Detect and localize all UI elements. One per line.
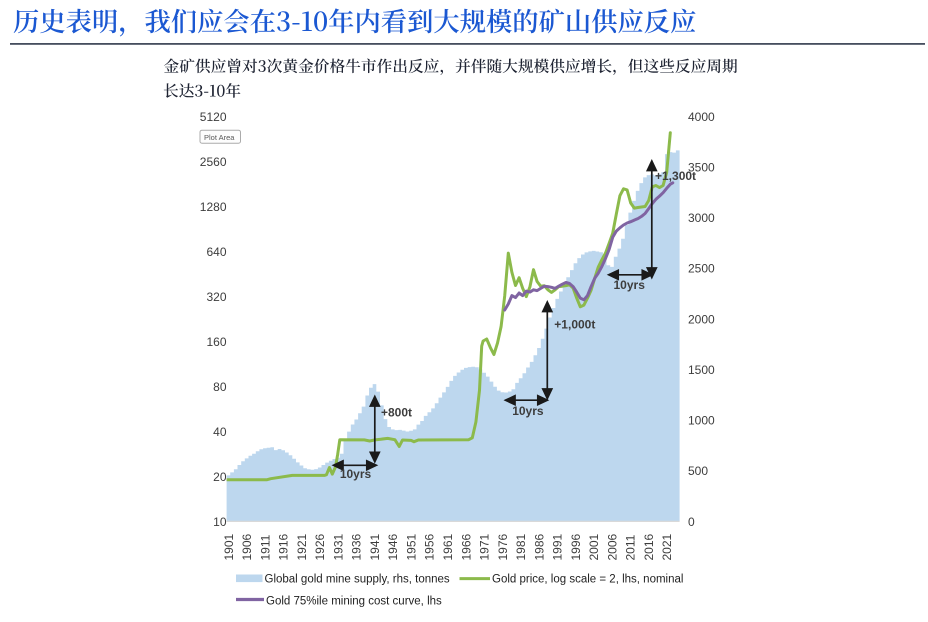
svg-text:Gold 75%ile mining cost curve,: Gold 75%ile mining cost curve, lhs [266,595,442,607]
svg-text:2000: 2000 [688,312,715,326]
svg-text:2011: 2011 [624,534,638,560]
svg-text:1500: 1500 [688,363,715,377]
svg-text:1956: 1956 [423,533,437,560]
svg-text:160: 160 [206,335,226,349]
svg-text:1946: 1946 [386,533,400,560]
svg-text:10: 10 [213,515,227,529]
svg-text:1976: 1976 [496,533,510,560]
svg-text:1931: 1931 [331,533,345,560]
svg-text:1941: 1941 [368,533,382,560]
svg-text:1951: 1951 [405,533,419,560]
svg-text:1981: 1981 [514,533,528,560]
svg-text:1971: 1971 [478,533,492,560]
svg-text:10yrs: 10yrs [340,467,372,481]
svg-text:1996: 1996 [569,533,583,560]
svg-text:1901: 1901 [222,533,236,560]
svg-text:2016: 2016 [642,533,656,560]
svg-text:80: 80 [213,380,227,394]
svg-text:1906: 1906 [240,533,254,560]
svg-text:1936: 1936 [350,533,364,560]
svg-text:320: 320 [206,290,226,304]
svg-text:40: 40 [213,425,227,439]
svg-text:1000: 1000 [688,414,715,428]
svg-text:Global gold mine supply, rhs,: Global gold mine supply, rhs, tonnes [265,574,450,586]
svg-text:1916: 1916 [277,533,291,560]
svg-text:4000: 4000 [688,110,715,124]
svg-text:0: 0 [688,515,695,529]
svg-text:2021: 2021 [660,533,674,560]
svg-text:10yrs: 10yrs [512,404,544,418]
svg-text:1280: 1280 [200,200,227,214]
svg-text:+1,000t: +1,000t [554,318,595,332]
svg-text:2560: 2560 [200,155,227,169]
svg-text:10yrs: 10yrs [614,278,646,292]
svg-text:+800t: +800t [381,406,412,420]
svg-text:500: 500 [688,464,708,478]
svg-text:20: 20 [213,470,227,484]
svg-text:1926: 1926 [313,533,327,560]
svg-text:1921: 1921 [295,533,309,560]
svg-text:2001: 2001 [587,533,601,560]
svg-text:2006: 2006 [605,533,619,560]
svg-text:Plot Area: Plot Area [204,133,235,142]
svg-text:5120: 5120 [200,110,227,124]
svg-text:1966: 1966 [459,533,473,560]
svg-text:1911: 1911 [258,534,272,560]
svg-text:1986: 1986 [532,533,546,560]
svg-text:1961: 1961 [441,533,455,560]
svg-text:1991: 1991 [551,533,565,560]
svg-text:3000: 3000 [688,211,715,225]
svg-text:2500: 2500 [688,262,715,276]
svg-text:3500: 3500 [688,160,715,174]
svg-text:+1,300t: +1,300t [655,169,696,183]
svg-text:Gold price, log scale = 2, lhs: Gold price, log scale = 2, lhs, nominal [492,574,683,586]
svg-text:640: 640 [206,245,226,259]
